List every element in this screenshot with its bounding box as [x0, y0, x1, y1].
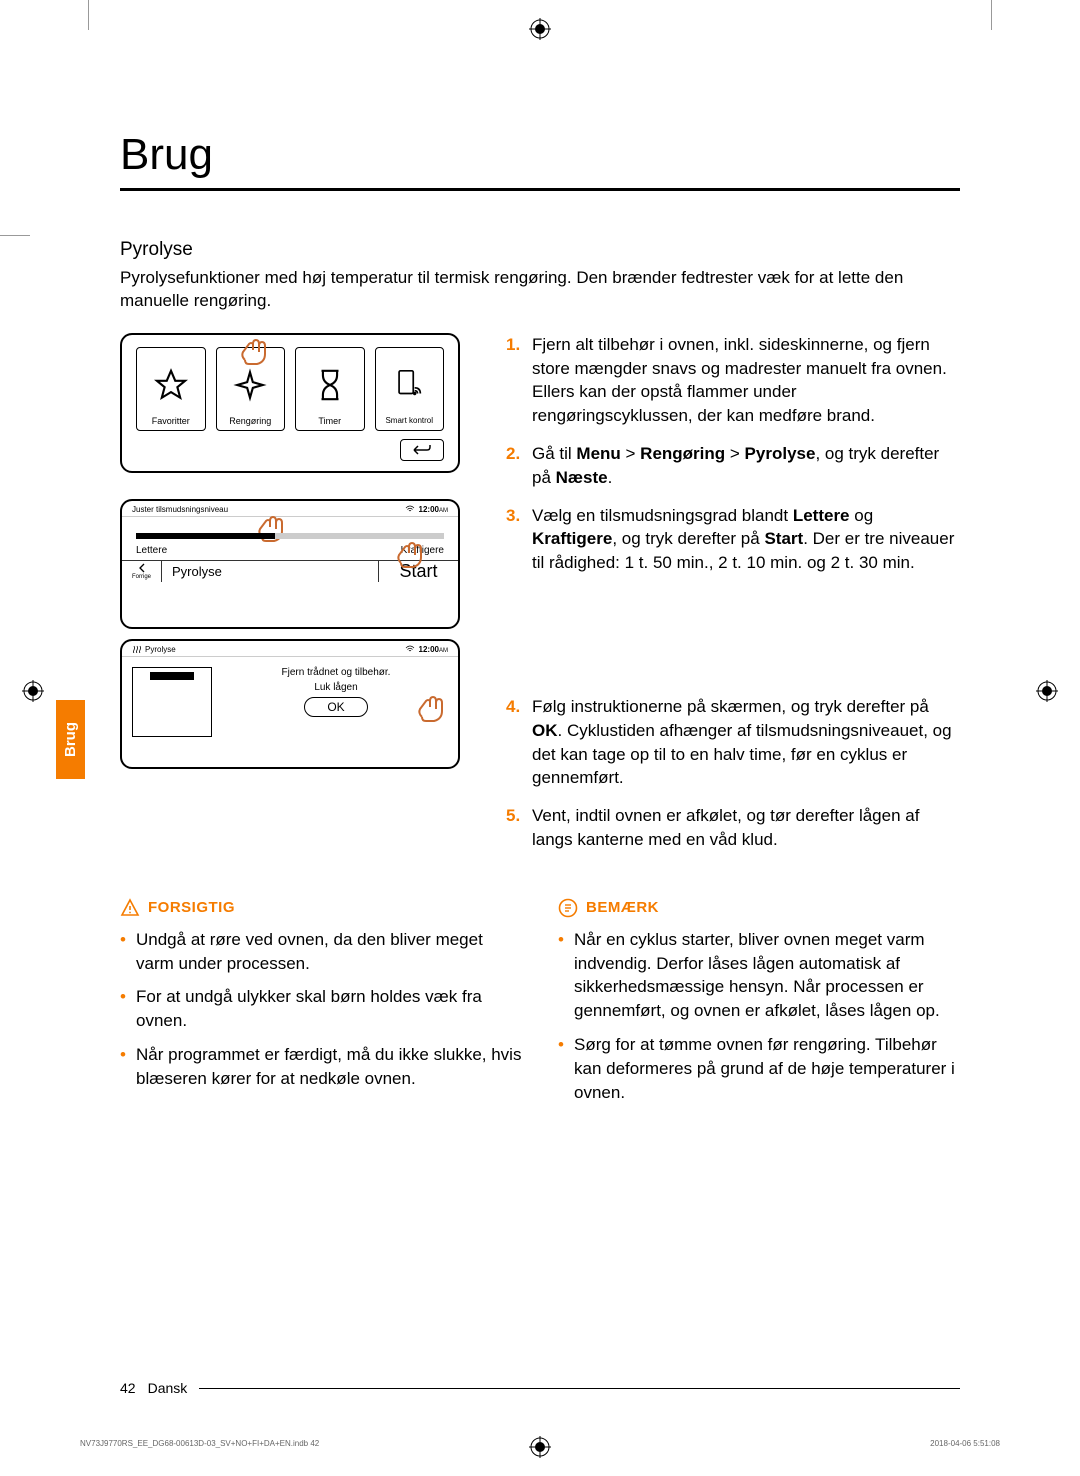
note-list: Når en cyklus starter, bliver ovnen mege… — [558, 928, 960, 1105]
ok-button[interactable]: OK — [304, 697, 367, 717]
menu-label: Timer — [318, 416, 341, 426]
crop-mark — [88, 0, 89, 30]
time-label: 12:00AM — [419, 645, 448, 654]
instruction-line: Luk lågen — [314, 682, 357, 693]
manual-page: Brug Brug Pyrolyse Pyrolysefunktioner me… — [0, 0, 1080, 1476]
step-item: 4.Følg instruktionerne på skærmen, og tr… — [506, 695, 960, 790]
page-number: 42 — [120, 1380, 136, 1396]
oven-screen-menu: Favoritter Rengøring Timer — [120, 333, 460, 473]
registration-mark — [22, 680, 44, 702]
menu-label: Favoritter — [152, 416, 190, 426]
menu-item-timer[interactable]: Timer — [295, 347, 365, 431]
screen-header-text: Pyrolyse — [145, 645, 176, 654]
slider-label-left: Lettere — [136, 545, 167, 556]
menu-label: Smart kontrol — [385, 417, 433, 426]
heat-icon — [132, 645, 142, 653]
hourglass-icon — [313, 354, 347, 416]
steps-list: 4.Følg instruktionerne på skærmen, og tr… — [506, 695, 960, 852]
page-title: Brug — [120, 130, 960, 180]
start-button[interactable]: Start — [378, 561, 458, 582]
screen-header-text: Juster tilsmudsningsniveau — [132, 505, 228, 514]
figures-column: Favoritter Rengøring Timer — [120, 333, 470, 866]
side-tab: Brug — [56, 700, 85, 779]
hand-pointer-icon — [412, 687, 452, 730]
crop-mark — [0, 235, 30, 236]
prev-label: Forrige — [132, 574, 151, 580]
back-button[interactable] — [400, 439, 444, 461]
step-item: 1.Fjern alt tilbehør i ovnen, inkl. side… — [506, 333, 960, 428]
menu-label: Rengøring — [229, 416, 271, 426]
prev-button[interactable]: Forrige — [122, 561, 162, 582]
menu-item-smartcontrol[interactable]: Smart kontrol — [375, 347, 445, 431]
oven-screen-confirm: Pyrolyse 12:00AM Fjern trådnet og tilbeh… — [120, 639, 460, 769]
star-icon — [154, 354, 188, 416]
note-box: BEMÆRK Når en cyklus starter, bliver ovn… — [558, 898, 960, 1115]
steps-column: 1.Fjern alt tilbehør i ovnen, inkl. side… — [506, 333, 960, 866]
intro-text: Pyrolysefunktioner med høj temperatur ti… — [120, 267, 960, 313]
note-icon — [558, 898, 578, 918]
caution-list: Undgå at røre ved ovnen, da den bliver m… — [120, 928, 522, 1091]
oven-screen-level: Juster tilsmudsningsniveau 12:00AM Lette… — [120, 499, 460, 629]
smartcontrol-icon — [392, 354, 426, 417]
note-item: Når en cyklus starter, bliver ovnen mege… — [558, 928, 960, 1023]
note-item: Sørg for at tømme ovnen før rengøring. T… — [558, 1033, 960, 1104]
warning-icon — [120, 898, 140, 918]
menu-item-favorites[interactable]: Favoritter — [136, 347, 206, 431]
crop-mark — [991, 0, 992, 30]
menu-item-cleaning[interactable]: Rengøring — [216, 347, 286, 431]
time-label: 12:00AM — [419, 505, 448, 514]
caution-box: FORSIGTIG Undgå at røre ved ovnen, da de… — [120, 898, 522, 1115]
page-lang: Dansk — [148, 1380, 188, 1396]
hand-pointer-icon — [235, 330, 275, 372]
screen-title: Pyrolyse — [162, 561, 378, 582]
title-rule — [120, 188, 960, 191]
step-item: 3.Vælg en tilsmudsningsgrad blandt Lette… — [506, 504, 960, 575]
chevron-left-icon — [136, 562, 148, 574]
registration-mark — [1036, 680, 1058, 702]
step-item: 2.Gå til Menu > Rengøring > Pyrolyse, og… — [506, 442, 960, 490]
caution-title: FORSIGTIG — [148, 899, 235, 916]
section-title: Pyrolyse — [120, 239, 960, 261]
note-title: BEMÆRK — [586, 899, 659, 916]
oven-icon — [132, 667, 212, 737]
caution-item: Når programmet er færdigt, må du ikke sl… — [120, 1043, 522, 1091]
steps-list: 1.Fjern alt tilbehør i ovnen, inkl. side… — [506, 333, 960, 575]
meta-file: NV73J9770RS_EE_DG68-00613D-03_SV+NO+FI+D… — [80, 1439, 319, 1448]
caution-item: Undgå at røre ved ovnen, da den bliver m… — [120, 928, 522, 976]
return-icon — [411, 443, 433, 457]
meta-date: 2018-04-06 5:51:08 — [930, 1439, 1000, 1448]
wifi-icon — [405, 505, 415, 513]
hand-pointer-icon — [252, 507, 292, 552]
page-footer: 42 Dansk — [120, 1380, 960, 1396]
print-metadata: NV73J9770RS_EE_DG68-00613D-03_SV+NO+FI+D… — [80, 1439, 1000, 1448]
caution-item: For at undgå ulykker skal børn holdes væ… — [120, 985, 522, 1033]
registration-mark — [529, 18, 551, 40]
hand-pointer-icon — [391, 533, 431, 578]
step-item: 5.Vent, indtil ovnen er afkølet, og tør … — [506, 804, 960, 852]
instruction-line: Fjern trådnet og tilbehør. — [282, 667, 391, 678]
wifi-icon — [405, 645, 415, 653]
